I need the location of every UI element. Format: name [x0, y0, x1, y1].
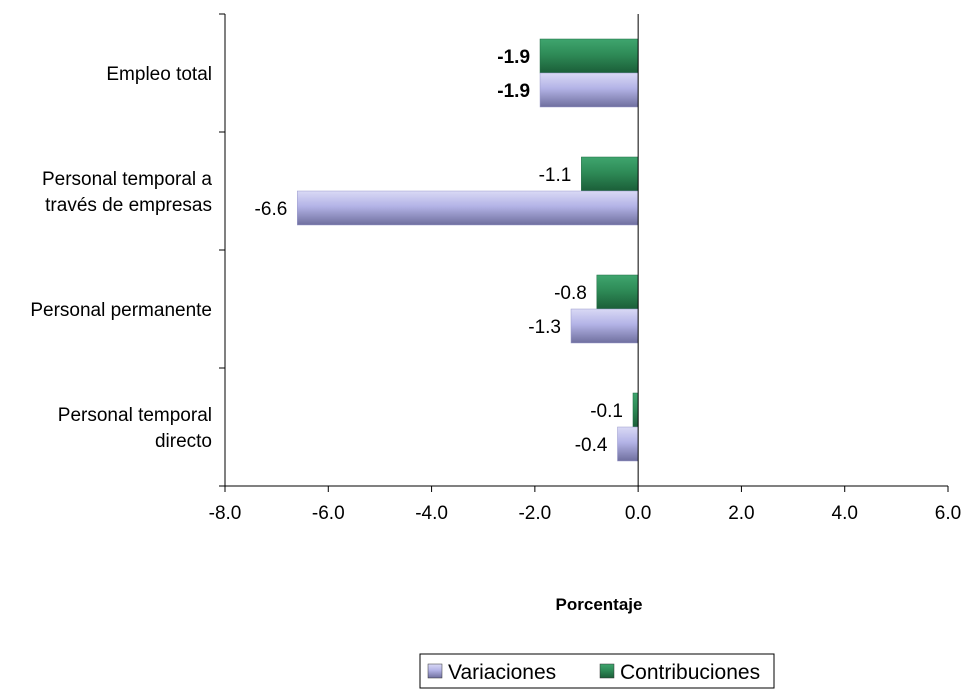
legend-swatch-1: [599, 663, 615, 679]
x-tick-label-1: -6.0: [312, 503, 345, 524]
bar-contribuciones-2: [596, 274, 639, 310]
label-contribuciones-0: -1.9: [497, 47, 530, 68]
category-label-0-0: Empleo total: [106, 64, 212, 85]
x-tick-label-4: 0.0: [625, 503, 651, 524]
bar-variaciones-1: [297, 190, 639, 226]
label-contribuciones-3: -0.1: [590, 401, 623, 422]
bar-contribuciones-3: [632, 392, 639, 428]
legend: Variaciones Contribuciones: [419, 653, 775, 689]
legend-swatch-0: [427, 663, 443, 679]
bar-variaciones-2: [570, 308, 639, 344]
category-label-1-1: través de empresas: [45, 195, 212, 216]
category-labels: Empleo total Personal temporal a través de…: [30, 64, 212, 452]
legend-label-0: Variaciones: [448, 661, 556, 684]
label-variaciones-2: -1.3: [528, 317, 561, 338]
category-label-2-0: Personal permanente: [30, 300, 212, 321]
label-variaciones-3: -0.4: [575, 435, 608, 456]
x-tick-label-5: 2.0: [728, 503, 754, 524]
x-tick-label-3: -2.0: [518, 503, 551, 524]
label-contribuciones-2: -0.8: [554, 283, 587, 304]
bar-variaciones-3: [617, 426, 639, 462]
x-tick-label-6: 4.0: [832, 503, 858, 524]
x-tick-label-0: -8.0: [209, 503, 242, 524]
category-label-3-0: Personal temporal: [58, 405, 212, 426]
plot-area: -1.9 -1.9 -1.1 -6.6 -0.8 -1.3 -0.1 -0.4: [255, 38, 639, 462]
legend-box: [419, 653, 775, 689]
bar-variaciones-0: [539, 72, 639, 108]
x-tick-label-7: 6.0: [935, 503, 961, 524]
category-label-3-1: directo: [155, 431, 212, 452]
bar-contribuciones-1: [581, 156, 639, 192]
label-variaciones-1: -6.6: [255, 199, 288, 220]
category-label-1-0: Personal temporal a: [42, 169, 212, 190]
bar-contribuciones-0: [539, 38, 639, 74]
label-variaciones-0: -1.9: [497, 81, 530, 102]
x-axis-title: Porcentaje: [556, 595, 643, 614]
label-contribuciones-1: -1.1: [539, 165, 572, 186]
x-tick-label-2: -4.0: [415, 503, 448, 524]
x-axis: -8.0 -6.0 -4.0 -2.0 0.0 2.0 4.0 6.0: [209, 13, 961, 524]
legend-label-1: Contribuciones: [620, 661, 760, 684]
